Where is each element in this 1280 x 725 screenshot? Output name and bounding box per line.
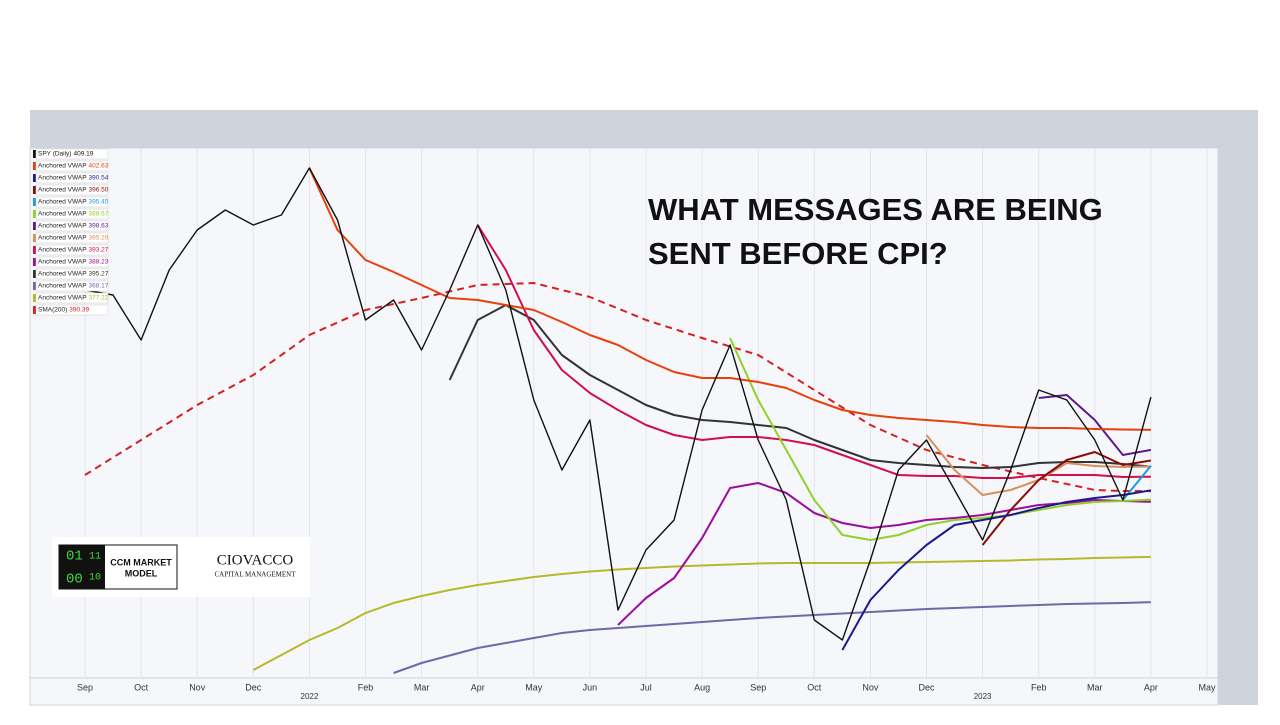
legend-name: Anchored VWAP — [38, 163, 87, 170]
x-tick-label: 2023 — [974, 692, 992, 701]
legend-name: Anchored VWAP — [38, 199, 87, 206]
legend-value: 390.39 — [69, 307, 89, 314]
legend-swatch — [33, 186, 36, 194]
x-tick-label: Oct — [134, 682, 149, 692]
legend-value: 398.63 — [89, 223, 109, 230]
legend-value: 396.50 — [89, 187, 109, 194]
legend-value: 395.29 — [89, 235, 109, 242]
logo-name: CCM MARKET — [110, 557, 172, 567]
legend-swatch — [33, 222, 36, 230]
page: {"chart_data": {"type": "line", "annotat… — [0, 0, 1280, 720]
x-tick-label: Apr — [1144, 682, 1158, 692]
right-axis-band — [1218, 148, 1258, 705]
legend-value: 368.17 — [89, 283, 109, 290]
x-tick-label: Feb — [1031, 682, 1047, 692]
x-tick-label: Sep — [77, 682, 93, 692]
logo-digits: 00 — [66, 572, 83, 588]
legend-name: Anchored VWAP — [38, 271, 87, 278]
x-tick-label: Aug — [694, 682, 710, 692]
logo-firm: CIOVACCO — [217, 552, 294, 568]
legend-name: Anchored VWAP — [38, 223, 87, 230]
legend-swatch — [33, 234, 36, 242]
x-tick-label: Mar — [414, 682, 430, 692]
x-tick-label: May — [1198, 682, 1216, 692]
legend-swatch — [33, 210, 36, 218]
x-tick-label: Dec — [245, 682, 262, 692]
top-band — [30, 110, 1258, 148]
x-tick-label: Dec — [918, 682, 935, 692]
legend-swatch — [33, 246, 36, 254]
legend-name: Anchored VWAP — [38, 295, 87, 302]
x-tick-label: Nov — [862, 682, 879, 692]
legend-swatch — [33, 306, 36, 314]
legend-value: 388.23 — [89, 259, 109, 266]
x-tick-label: Nov — [189, 682, 206, 692]
legend-swatch — [33, 162, 36, 170]
x-tick-label: Apr — [471, 682, 485, 692]
x-tick-label: Jun — [583, 682, 598, 692]
x-tick-label: Feb — [358, 682, 374, 692]
legend-swatch — [33, 174, 36, 182]
legend-swatch — [33, 270, 36, 278]
chart: Sep Oct Nov Dec 2022 Feb Mar Apr May Jun Jul Aug Sep… — [0, 0, 1280, 720]
x-tick-label: 2022 — [301, 692, 319, 701]
legend-name: Anchored VWAP — [38, 235, 87, 242]
logo-digits: 11 — [89, 552, 101, 563]
legend-value: 390.54 — [89, 175, 109, 182]
annotation: WHAT MESSAGES ARE BEING — [648, 192, 1103, 227]
x-tick-label: Sep — [750, 682, 766, 692]
legend-name: Anchored VWAP — [38, 211, 87, 218]
x-tick-label: Oct — [807, 682, 822, 692]
legend-swatch — [33, 198, 36, 206]
legend-value: 409.19 — [73, 151, 93, 158]
logo-digits: 10 — [89, 573, 101, 584]
legend-swatch — [33, 294, 36, 302]
annotation: SENT BEFORE CPI? — [648, 236, 948, 271]
legend-name: Anchored VWAP — [38, 187, 87, 194]
logo: 01 11 00 10 CCM MARKET MODEL CIOVACCO CA… — [52, 537, 310, 597]
legend-name: Anchored VWAP — [38, 259, 87, 266]
logo-digits: 01 — [66, 549, 83, 565]
legend-name: SMA(200) — [38, 307, 67, 314]
legend-name: SPY (Daily) — [38, 151, 71, 158]
x-tick-label: Jul — [640, 682, 652, 692]
x-tick-label: Mar — [1087, 682, 1103, 692]
legend-value: 377.22 — [89, 295, 109, 302]
legend-value: 388.67 — [89, 211, 109, 218]
legend-name: Anchored VWAP — [38, 283, 87, 290]
legend-value: 402.63 — [89, 163, 109, 170]
legend-swatch — [33, 258, 36, 266]
legend-swatch — [33, 282, 36, 290]
legend-swatch — [33, 150, 36, 158]
legend-value: 395.27 — [89, 271, 109, 278]
legend-name: Anchored VWAP — [38, 175, 87, 182]
legend-name: Anchored VWAP — [38, 247, 87, 254]
logo-name: MODEL — [125, 568, 158, 578]
logo-firm-sub: CAPITAL MANAGEMENT — [214, 571, 296, 579]
legend-value: 393.27 — [89, 247, 109, 254]
x-tick-label: May — [525, 682, 543, 692]
legend-value: 395.45 — [89, 199, 109, 206]
